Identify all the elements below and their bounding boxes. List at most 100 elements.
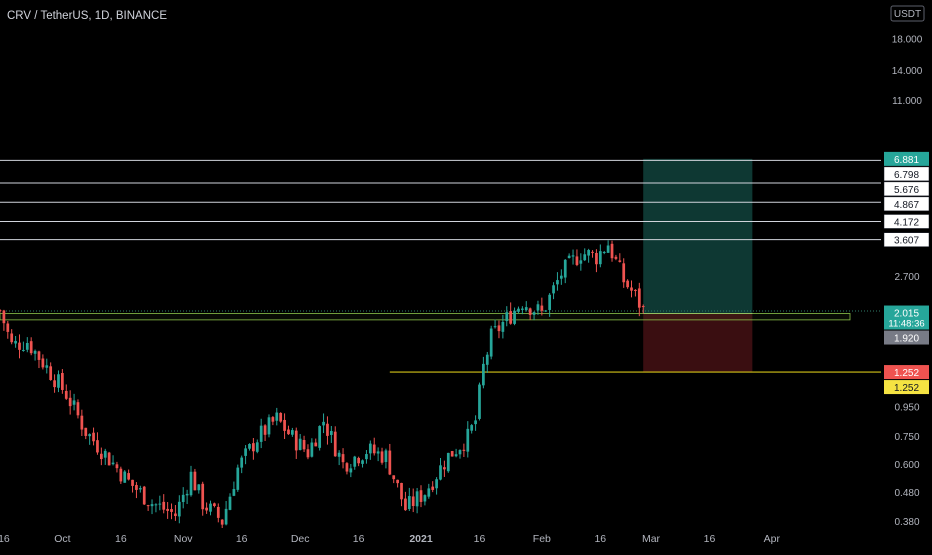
candle[interactable] (6, 321, 10, 339)
candle[interactable] (213, 502, 216, 508)
candle[interactable] (306, 444, 310, 460)
candle[interactable] (131, 479, 134, 493)
candle[interactable] (127, 469, 131, 481)
candle[interactable] (396, 479, 399, 488)
candle[interactable] (57, 370, 60, 393)
candle[interactable] (146, 504, 150, 511)
candle[interactable] (419, 485, 423, 508)
candle[interactable] (244, 445, 247, 465)
candle[interactable] (446, 452, 450, 473)
candle[interactable] (185, 489, 189, 505)
candle[interactable] (162, 494, 166, 514)
candle[interactable] (326, 416, 329, 445)
currency-badge[interactable]: USDT (890, 5, 925, 22)
candle[interactable] (76, 399, 80, 419)
candle[interactable] (88, 433, 92, 445)
candle[interactable] (174, 505, 177, 521)
candle[interactable] (458, 449, 462, 459)
candle[interactable] (400, 482, 403, 507)
candle[interactable] (283, 413, 286, 439)
candle[interactable] (263, 424, 267, 442)
candle[interactable] (587, 248, 590, 263)
candle[interactable] (201, 481, 205, 516)
stop-zone[interactable] (643, 313, 753, 373)
candle[interactable] (224, 501, 228, 526)
candle[interactable] (372, 437, 376, 456)
candle[interactable] (267, 414, 271, 438)
candle[interactable] (275, 407, 279, 426)
candle[interactable] (92, 427, 95, 446)
candle[interactable] (25, 337, 29, 353)
candle[interactable] (454, 448, 458, 458)
candle[interactable] (517, 306, 520, 314)
candle[interactable] (563, 259, 567, 284)
candle[interactable] (115, 461, 119, 473)
candle[interactable] (197, 484, 201, 494)
candle[interactable] (443, 460, 446, 477)
candle[interactable] (626, 279, 629, 289)
candle[interactable] (318, 425, 322, 451)
candle[interactable] (431, 481, 435, 493)
candle[interactable] (567, 253, 571, 259)
candle[interactable] (427, 483, 431, 499)
candle[interactable] (123, 470, 127, 483)
candle[interactable] (595, 249, 598, 273)
candle[interactable] (485, 351, 489, 373)
candle[interactable] (193, 468, 197, 491)
candle[interactable] (302, 435, 306, 453)
candle[interactable] (99, 447, 103, 466)
candle[interactable] (407, 487, 411, 512)
candle[interactable] (384, 448, 388, 469)
candle[interactable] (583, 248, 587, 262)
candle[interactable] (298, 433, 302, 451)
candle[interactable] (423, 494, 427, 506)
candle[interactable] (135, 482, 138, 499)
candle[interactable] (641, 304, 645, 314)
candle[interactable] (622, 258, 626, 288)
candle[interactable] (294, 427, 298, 459)
candle[interactable] (536, 300, 540, 315)
candle[interactable] (610, 240, 614, 262)
candle[interactable] (575, 249, 579, 267)
candle[interactable] (252, 437, 255, 460)
candle[interactable] (501, 314, 505, 339)
candle[interactable] (84, 427, 88, 440)
candle[interactable] (61, 369, 64, 394)
candle[interactable] (37, 350, 41, 369)
candle[interactable] (544, 309, 548, 312)
candle[interactable] (248, 443, 251, 451)
candle[interactable] (49, 362, 53, 381)
candle[interactable] (2, 309, 6, 331)
candle[interactable] (14, 336, 17, 348)
candle[interactable] (96, 432, 99, 455)
candle[interactable] (10, 329, 14, 345)
candle[interactable] (556, 272, 559, 291)
candle[interactable] (291, 427, 294, 437)
candle[interactable] (388, 443, 392, 476)
candle[interactable] (205, 502, 208, 514)
candle[interactable] (181, 487, 185, 509)
target-zone[interactable] (643, 158, 753, 314)
candle[interactable] (329, 425, 333, 443)
candle[interactable] (637, 282, 641, 317)
candle[interactable] (41, 354, 45, 370)
candle[interactable] (552, 282, 555, 300)
candle[interactable] (462, 443, 466, 457)
candle[interactable] (45, 358, 49, 374)
candle[interactable] (435, 477, 438, 495)
candle[interactable] (505, 306, 509, 327)
candle[interactable] (540, 297, 544, 316)
candle[interactable] (404, 491, 407, 511)
candle[interactable] (337, 450, 341, 466)
candle[interactable] (579, 253, 583, 271)
candle[interactable] (18, 334, 21, 359)
candle[interactable] (103, 448, 107, 465)
candle[interactable] (150, 499, 154, 515)
entry-band[interactable] (0, 313, 851, 321)
candle[interactable] (322, 413, 325, 434)
candle[interactable] (271, 415, 275, 426)
candle[interactable] (29, 337, 33, 356)
candle[interactable] (602, 250, 606, 255)
candle[interactable] (111, 455, 115, 466)
